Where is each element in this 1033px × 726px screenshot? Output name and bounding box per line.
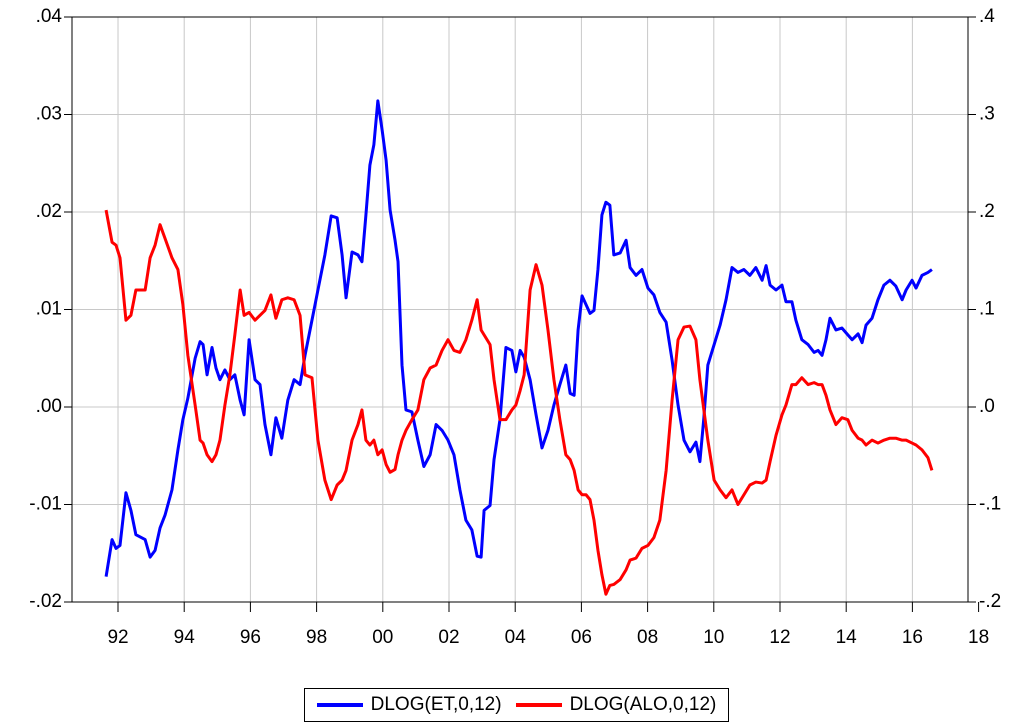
legend-swatch xyxy=(316,703,363,707)
y2-tick-label: .2 xyxy=(979,201,995,222)
y-tick-label: -.02 xyxy=(29,591,62,612)
series-line xyxy=(104,99,933,577)
y-tick-label: .01 xyxy=(36,299,62,320)
x-tick-label: 06 xyxy=(571,627,592,648)
y-tick-label: .00 xyxy=(36,396,62,417)
y2-tick-label: -.1 xyxy=(979,494,1001,515)
y2-tick-label: .3 xyxy=(979,104,995,125)
legend-entry: DLOG(ALO,0,12) xyxy=(515,694,717,716)
y-tick-label: -.01 xyxy=(29,494,62,515)
x-tick-label: 98 xyxy=(306,627,327,648)
series-line xyxy=(104,209,934,596)
legend: DLOG(ET,0,12) DLOG(ALO,0,12) xyxy=(0,688,1033,722)
x-tick-label: 96 xyxy=(240,627,261,648)
x-tick-label: 10 xyxy=(703,627,724,648)
x-tick-label: 14 xyxy=(836,627,858,648)
x-tick-label: 16 xyxy=(902,627,923,648)
y-tick-label: .02 xyxy=(36,201,62,222)
x-tick-label: 94 xyxy=(174,627,196,648)
chart: 92 94 96 98 00 02 04 06 08 10 12 14 16 18 -.02 -.01 .00.… xyxy=(29,6,1001,648)
legend-box: DLOG(ET,0,12) DLOG(ALO,0,12) xyxy=(303,688,730,722)
legend-swatch xyxy=(515,703,562,707)
x-tick-label: 08 xyxy=(637,627,658,648)
x-tick-label: 04 xyxy=(505,627,527,648)
legend-label: DLOG(ALO,0,12) xyxy=(569,694,717,715)
x-tick-label: 92 xyxy=(107,627,128,648)
y2-tick-label: -.2 xyxy=(979,591,1001,612)
y2-tick-label: .4 xyxy=(979,6,995,27)
y-tick-label: .04 xyxy=(36,6,63,27)
y-tick-label: .03 xyxy=(36,104,62,125)
legend-label: DLOG(ET,0,12) xyxy=(370,694,502,715)
x-tick-label: 02 xyxy=(438,627,459,648)
x-tick-label: 00 xyxy=(372,627,393,648)
x-tick-label: 18 xyxy=(968,627,989,648)
x-tick-label: 12 xyxy=(769,627,790,648)
y2-tick-label: .0 xyxy=(979,396,995,417)
plot-frame xyxy=(71,16,969,603)
legend-entry: DLOG(ET,0,12) xyxy=(316,694,502,716)
y2-tick-label: .1 xyxy=(979,299,995,320)
